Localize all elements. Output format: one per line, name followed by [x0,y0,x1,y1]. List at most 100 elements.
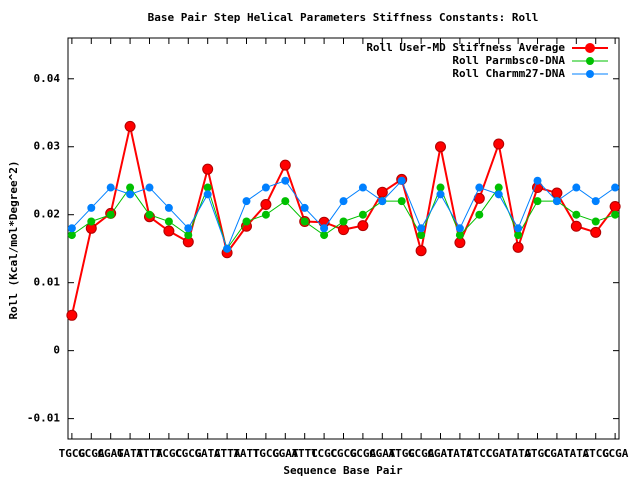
legend-label: Roll Parmbsc0-DNA [452,54,565,67]
y-axis-label: Roll (Kcal/mol*Degree^2) [7,161,20,320]
x-tick-label: TGCG [253,447,280,460]
data-point [281,197,290,206]
data-point [163,225,175,237]
data-point [609,201,621,213]
data-point [436,183,445,192]
data-point [260,199,272,211]
data-point [455,231,464,240]
y-tick-label: 0.03 [34,140,61,153]
data-point [203,190,212,199]
data-point [376,186,388,198]
data-point [126,183,135,192]
y-tick-label: 0.04 [34,72,61,85]
x-tick-label: CGCG [175,447,202,460]
x-tick-label: CGAT [544,447,571,460]
data-point [202,163,214,175]
data-point [417,231,426,240]
data-point [184,224,193,233]
data-point [514,231,523,240]
x-tick-label: GCGA [78,447,105,460]
data-point [300,203,309,212]
data-point [320,224,329,233]
data-point [512,241,524,253]
x-tick-label: GATT [117,447,144,460]
x-tick-label: CGAT [485,447,512,460]
data-point [475,183,484,192]
x-tick-label: ATCC [466,447,493,460]
data-point [242,197,251,206]
data-point [279,159,291,171]
data-point [415,245,427,257]
data-point [417,224,426,233]
data-point [66,309,78,321]
data-point [145,210,154,219]
data-point [358,210,367,219]
x-axis-label: Sequence Base Pair [283,464,403,477]
data-point [184,231,193,240]
data-point [572,210,581,219]
data-point [397,176,406,185]
data-point [339,217,348,226]
y-tick-label: 0 [53,344,60,357]
data-point [570,220,582,232]
data-point [164,203,173,212]
x-tick-label: TATG [505,447,532,460]
data-point [590,226,602,238]
data-point [87,217,96,226]
x-tick-label: ATGC [524,447,551,460]
data-point [397,197,406,206]
y-tick-label: 0.01 [34,276,61,289]
data-point [493,138,505,150]
data-point [164,217,173,226]
data-point [242,217,251,226]
data-point [572,183,581,192]
data-point [435,141,447,153]
x-tick-label: TGCG [59,447,86,460]
data-point [533,176,542,185]
legend-label: Roll Charmm27-DNA [452,67,565,80]
data-point [378,197,387,206]
x-tick-label: TATC [563,447,590,460]
x-tick-label: ATTC [291,447,318,460]
data-point [223,244,232,253]
x-tick-label: GCGA [350,447,377,460]
data-point [338,224,349,236]
y-tick-label: -0.01 [27,412,60,425]
data-point [357,220,369,232]
data-point [67,231,76,240]
data-point [358,183,367,192]
data-point [67,224,76,233]
data-point [261,210,270,219]
x-tick-label: ATTA [214,447,241,460]
x-tick-label: TCGC [156,447,183,460]
x-tick-label: ATGC [388,447,415,460]
x-tick-label: CGAT [97,447,124,460]
data-point [339,197,348,206]
data-point [611,183,620,192]
data-point [552,197,561,206]
data-point [494,183,503,192]
data-point [126,190,135,199]
x-tick-label: TATT [233,447,260,460]
data-point [514,224,523,233]
data-point [551,187,563,199]
data-point [591,197,600,206]
x-tick-label: GCGA [408,447,435,460]
x-tick-label: CGAT [369,447,396,460]
data-point [106,210,115,219]
x-tick-label: ATTA [136,447,163,460]
legend-marker [586,57,594,65]
data-point [261,183,270,192]
x-tick-label: TCGC [311,447,338,460]
x-tick-label: CCGA [602,447,629,460]
data-point [320,231,329,240]
data-point [281,176,290,185]
data-point [591,217,600,226]
chart-title: Base Pair Step Helical Parameters Stiffn… [148,11,539,24]
data-point [124,120,136,132]
data-point [436,190,445,199]
data-point [455,224,464,233]
data-point [475,210,484,219]
x-tick-label: TATC [447,447,474,460]
